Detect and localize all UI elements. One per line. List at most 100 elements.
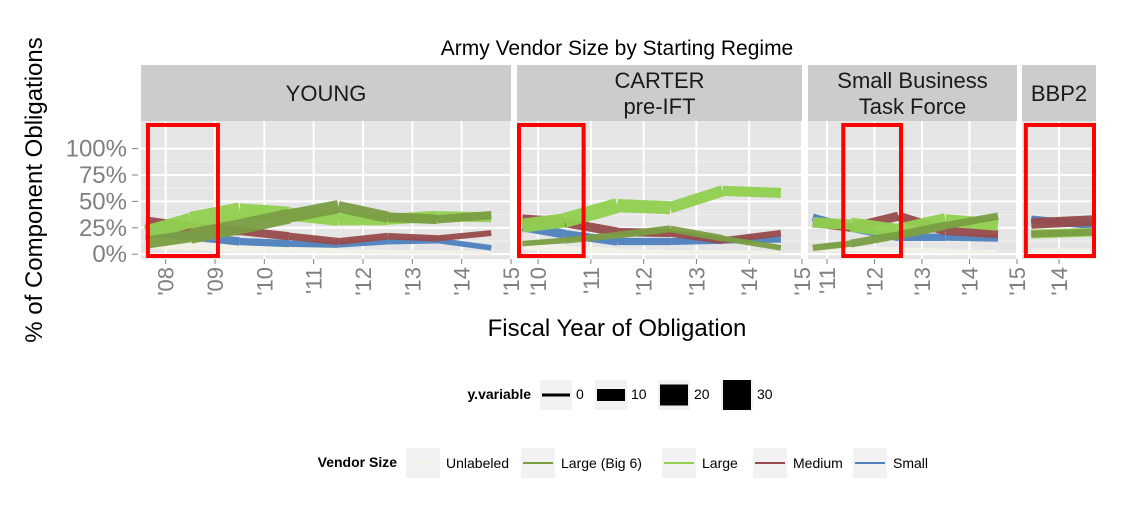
series-segment: [288, 247, 339, 254]
series-segment: [945, 248, 999, 255]
series-segment: [288, 232, 339, 246]
series-segment: [850, 246, 899, 253]
facet-panel: BBP2 '14: [1022, 65, 1096, 296]
series-segment: [562, 198, 620, 228]
series-line-medium: [1030, 215, 1096, 229]
x-tick-label: '12: [632, 267, 657, 296]
color-legend-label: Medium: [793, 455, 843, 471]
series-segment: [188, 202, 242, 229]
series-segment: [564, 231, 618, 244]
series-segment: [337, 232, 389, 245]
series-segment: [668, 185, 725, 214]
series-segment: [188, 219, 242, 244]
series-segment: [617, 199, 671, 215]
x-tick-label: '11: [815, 267, 840, 294]
x-tick-label: '15: [1005, 267, 1030, 296]
series-segment: [896, 213, 948, 239]
series-segment: [1031, 228, 1096, 238]
size-legend-label: 10: [631, 386, 647, 402]
size-legend-title: y.variable: [467, 386, 531, 402]
x-tick-label: '15: [790, 267, 815, 296]
series-segment: [288, 240, 339, 248]
series-segment: [387, 212, 438, 225]
series-line-large-big-6-: [1031, 228, 1096, 238]
size-legend-label: 30: [757, 386, 773, 402]
series-segment: [190, 241, 240, 253]
y-axis: 0%25%50%75%100%: [66, 136, 138, 268]
series-segment: [436, 250, 492, 255]
facet-strip: [141, 65, 511, 121]
series-line-large-big-6-: [522, 225, 782, 251]
facet-panel: Small Business Task Force '11 '12 '13 '14 '15: [808, 65, 1030, 296]
series-segment: [898, 247, 946, 254]
series-group: [1030, 215, 1096, 254]
series-segment: [722, 185, 782, 198]
x-tick-label: '13: [684, 267, 709, 296]
series-line-large: [521, 185, 782, 233]
facet-panel: CARTER pre-IFT '10 '11 '12 '13 '14 '15: [517, 65, 815, 296]
highlight-box: [841, 123, 903, 258]
series-line-unlabeled: [521, 241, 781, 255]
facet-strip: [1022, 65, 1096, 121]
x-tick-label: '13: [400, 267, 425, 296]
series-segment: [897, 221, 947, 240]
series-segment: [338, 238, 388, 248]
x-tick-label: '08: [154, 267, 179, 296]
x-tick-label: '10: [526, 267, 551, 296]
series-segment: [1030, 215, 1096, 229]
series-segment: [945, 212, 999, 230]
series-segment: [722, 235, 782, 251]
facet-strip: [517, 65, 802, 121]
facet-strip-label: YOUNG: [286, 81, 367, 106]
y-axis-title: % of Component Obligations: [21, 37, 48, 343]
series-segment: [669, 225, 724, 242]
y-tick-label: 0%: [92, 241, 127, 268]
series-segment: [287, 200, 340, 223]
x-tick-label: '11: [579, 267, 604, 294]
y-tick-label: 50%: [79, 188, 127, 215]
facet-strip: [808, 65, 1017, 121]
series-segment: [338, 248, 388, 255]
chart-title: Army Vendor Size by Starting Regime: [441, 37, 794, 60]
x-tick-label: '14: [737, 267, 762, 296]
series-segment: [945, 226, 999, 239]
series-segment: [564, 245, 618, 255]
size-legend-label: 0: [576, 386, 584, 402]
y-tick-label: 100%: [66, 136, 127, 163]
size-legend-label: 20: [694, 386, 710, 402]
highlight-box: [145, 123, 220, 258]
color-legend-title: Vendor Size: [318, 454, 398, 470]
series-segment: [337, 201, 389, 223]
series-segment: [145, 230, 192, 249]
series-line-large-big-6-: [145, 200, 492, 249]
highlight-box: [517, 123, 586, 258]
x-tick-label: '09: [203, 267, 228, 296]
highlight-box: [1023, 123, 1096, 258]
series-segment: [850, 231, 899, 248]
series-segment: [945, 233, 999, 242]
series-segment: [617, 248, 671, 255]
facet-panel: YOUNG '08 '09 '10 '11 '12 '13 '14 '15: [141, 65, 524, 296]
series-group: [521, 185, 782, 255]
series-segment: [522, 237, 565, 247]
x-tick-label: '11: [302, 267, 327, 294]
facet-strip-label: BBP2: [1031, 81, 1087, 106]
x-tick-label: '12: [863, 267, 888, 296]
series-segment: [521, 213, 566, 233]
series-segment: [521, 241, 565, 253]
series-segment: [849, 217, 900, 238]
series-segment: [387, 233, 438, 242]
series-segment: [722, 250, 781, 255]
x-tick-label: '14: [1047, 267, 1072, 296]
series-group: [143, 200, 492, 255]
x-tick-label: '14: [958, 267, 983, 296]
series-segment: [238, 208, 291, 235]
series-group: [811, 211, 999, 255]
series-segment: [239, 237, 290, 248]
color-legend: Vendor Size Unlabeled Large (Big 6) Large Me…: [318, 448, 928, 478]
size-legend: y.variable 0 10 20 30: [467, 380, 773, 410]
x-tick-label: '14: [450, 267, 475, 296]
x-axis-title: Fiscal Year of Obligation: [488, 315, 747, 342]
